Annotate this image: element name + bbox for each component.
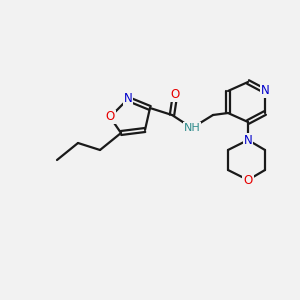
Text: O: O	[170, 88, 180, 101]
Text: NH: NH	[184, 123, 200, 133]
Text: O: O	[105, 110, 115, 124]
Text: N: N	[244, 134, 252, 146]
Text: N: N	[261, 85, 269, 98]
Text: O: O	[243, 173, 253, 187]
Text: N: N	[124, 92, 132, 106]
